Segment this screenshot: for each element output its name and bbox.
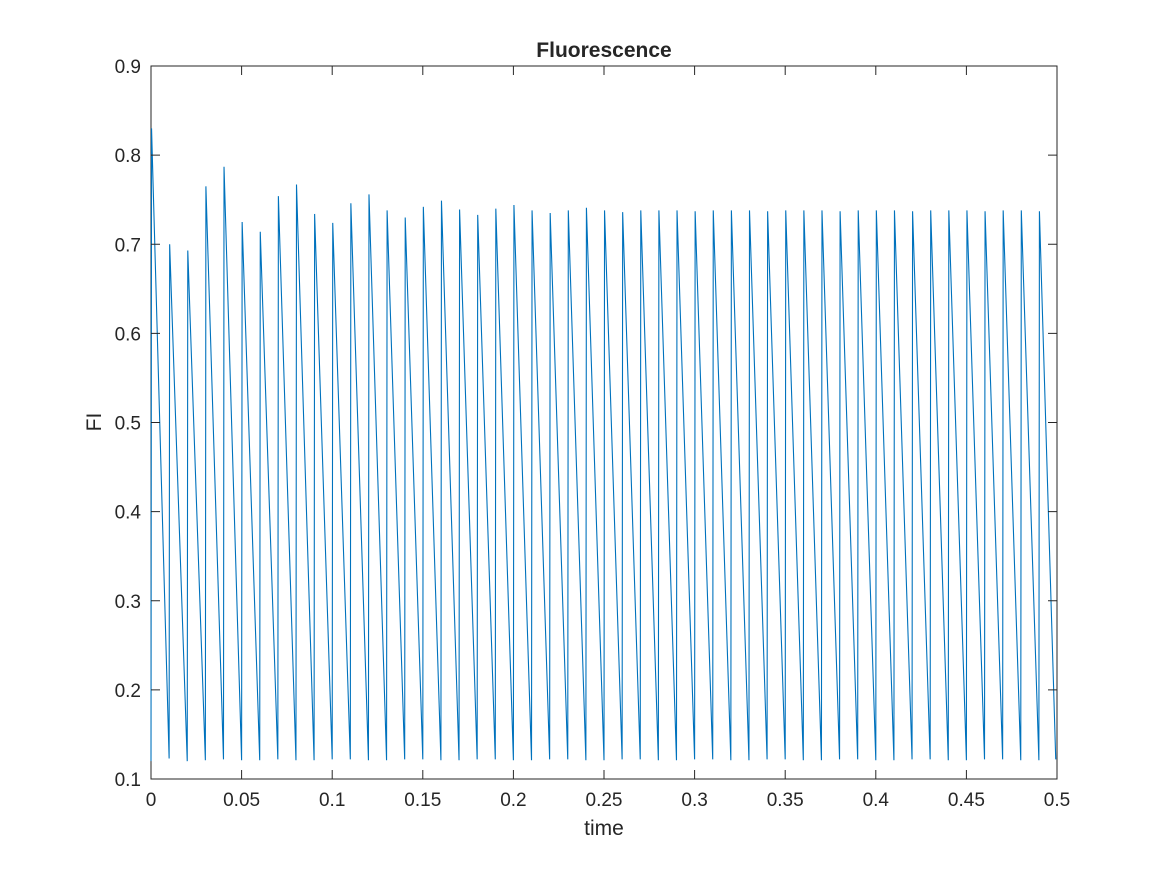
x-tick-label: 0.3: [681, 790, 707, 811]
series-layer: [150, 128, 1057, 762]
x-axis-label: time: [584, 817, 624, 840]
plot-area: 0 0.05 0.1 0.15 0.2 0.25 0.3 0.35 0.4 0.45 0.5 0.1…: [115, 57, 1071, 811]
y-tick-label: 0.1: [115, 770, 141, 791]
y-tick-label: 0.3: [115, 592, 141, 613]
y-axis-ticks: 0.1 0.2 0.3 0.4 0.5 0.6 0.7 0.8 0.9: [115, 57, 1057, 791]
y-tick-label: 0.4: [115, 503, 142, 524]
chart-title: Fluorescence: [536, 39, 671, 62]
y-tick-label: 0.7: [115, 235, 141, 256]
x-tick-label: 0.2: [500, 790, 526, 811]
x-tick-label: 0: [146, 790, 157, 811]
x-tick-label: 0.05: [223, 790, 260, 811]
x-axis-ticks: 0 0.05 0.1 0.15 0.2 0.25 0.3 0.35 0.4 0.45 0.5: [146, 66, 1070, 811]
y-tick-label: 0.8: [115, 146, 141, 167]
x-tick-label: 0.1: [319, 790, 345, 811]
y-tick-label: 0.5: [115, 414, 141, 435]
series-line-fi: [150, 128, 1057, 762]
y-tick-label: 0.2: [115, 681, 141, 702]
x-tick-label: 0.15: [404, 790, 441, 811]
x-tick-label: 0.5: [1044, 790, 1070, 811]
y-axis-label: FI: [83, 413, 106, 432]
x-tick-label: 0.35: [767, 790, 804, 811]
x-tick-label: 0.45: [948, 790, 985, 811]
y-tick-label: 0.9: [115, 57, 141, 78]
x-tick-label: 0.25: [586, 790, 623, 811]
x-tick-label: 0.4: [863, 790, 890, 811]
y-tick-label: 0.6: [115, 324, 141, 345]
